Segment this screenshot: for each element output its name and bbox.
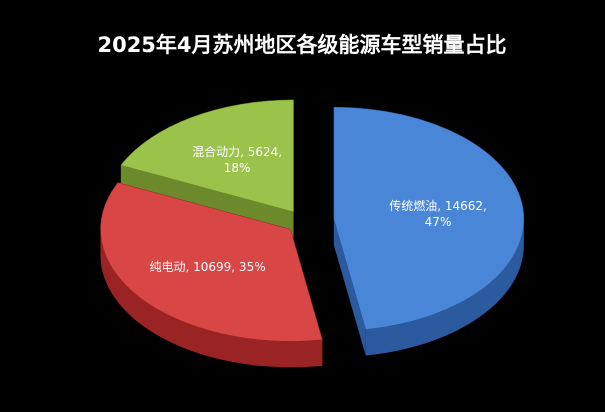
slice bbox=[120, 99, 294, 213]
data-label: 混合动力, 5624, 18% bbox=[192, 144, 282, 175]
slice-side bbox=[333, 219, 366, 356]
slice bbox=[100, 182, 323, 342]
slice-rim bbox=[100, 229, 323, 368]
chart-title: 2025年4月苏州地区各级能源车型销量占比 bbox=[97, 33, 506, 57]
data-label: 传统燃油, 14662, 47% bbox=[389, 197, 487, 228]
data-label-line: 纯电动, 10699, 35% bbox=[150, 259, 266, 273]
data-label-line: 混合动力, 5624, bbox=[192, 144, 282, 159]
data-label: 纯电动, 10699, 35% bbox=[150, 259, 266, 273]
slice-rim bbox=[365, 219, 524, 356]
data-label-line: 传统燃油, 14662, bbox=[389, 197, 487, 212]
data-label-line: 47% bbox=[425, 214, 452, 228]
data-label-line: 18% bbox=[224, 161, 251, 175]
slice bbox=[333, 106, 525, 330]
